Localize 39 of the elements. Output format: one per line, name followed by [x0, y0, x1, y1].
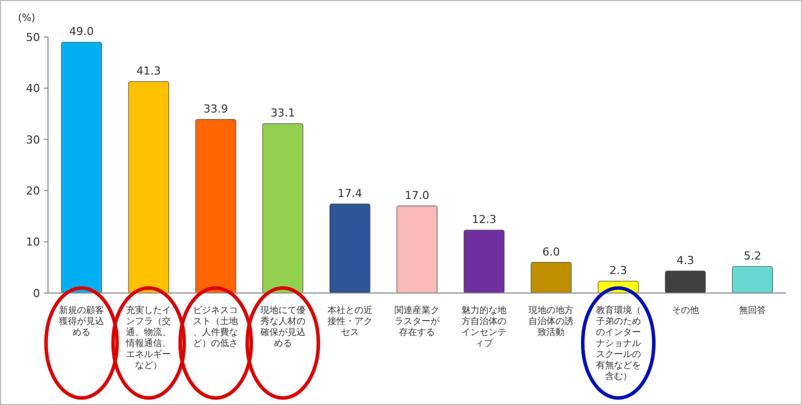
x-tick-label: 教育環境（子弟のためのインターナショナルスクールの有無などを含む） — [596, 305, 641, 382]
bar — [61, 42, 102, 294]
x-tick-label: 新規の顧客獲得が見込める — [59, 305, 104, 338]
data-label: 17.4 — [338, 186, 362, 200]
y-tick-label: 0 — [33, 286, 40, 300]
x-tick-label: 関連産業クラスターが存在する — [394, 305, 440, 338]
x-tick-label: 本社との近接性・アクセス — [327, 305, 372, 338]
x-tick-label: 現地にて優秀な人材の確保が見込める — [259, 305, 306, 349]
y-tick-label: 20 — [26, 184, 40, 198]
data-label: 33.9 — [203, 102, 228, 116]
data-label: 5.2 — [744, 249, 762, 262]
bar — [664, 270, 706, 294]
bar — [329, 204, 370, 294]
data-label: 33.1 — [270, 106, 296, 120]
x-tick-label: ビジネスコスト（土地、人件費など）の低さ — [193, 305, 238, 349]
data-label: 49.0 — [69, 25, 94, 38]
y-tick-label: 10 — [26, 236, 40, 249]
bar — [530, 262, 572, 294]
x-tick-label: その他 — [672, 305, 699, 316]
data-label: 6.0 — [542, 245, 560, 258]
bar — [128, 81, 170, 294]
data-label: 2.3 — [610, 264, 628, 278]
bar — [262, 123, 304, 294]
bar — [464, 230, 505, 294]
data-label: 4.3 — [676, 254, 694, 267]
y-tick-label: 30 — [26, 133, 40, 146]
y-tick-label: 40 — [26, 82, 40, 96]
data-label: 41.3 — [136, 64, 161, 78]
bar — [195, 119, 236, 294]
y-axis-title: (%) — [18, 13, 36, 24]
data-label: 17.0 — [404, 188, 430, 202]
x-tick-label: 無回答 — [738, 305, 766, 316]
bar — [732, 266, 773, 294]
bar — [396, 206, 438, 294]
data-label: 12.3 — [472, 213, 496, 226]
x-tick-label: 現地の地方自治体の誘致活動 — [528, 305, 574, 338]
y-tick-label: 50 — [26, 30, 40, 44]
x-tick-label: 充実したインフラ（交通、物流、情報通信、エネルギーなど） — [125, 305, 172, 371]
x-tick-label: 魅力的な地方自治体のインセンティブ — [462, 305, 507, 349]
